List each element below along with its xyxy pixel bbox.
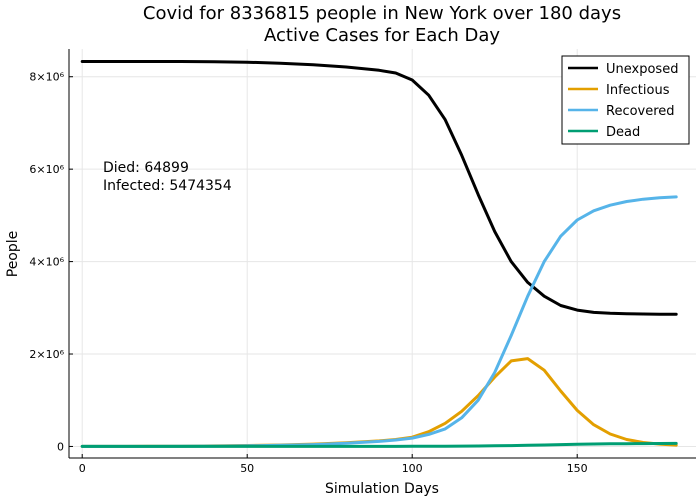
y-axis-label: People bbox=[5, 231, 21, 278]
y-tick-label: 6×10⁶ bbox=[29, 163, 64, 176]
legend-label-recovered: Recovered bbox=[606, 104, 675, 119]
y-tick-label: 0 bbox=[57, 440, 64, 453]
chart-title-line-1: Covid for 8336815 people in New York ove… bbox=[143, 3, 621, 24]
x-tick-label: 0 bbox=[79, 462, 86, 475]
legend-box bbox=[561, 55, 690, 145]
y-tick-label: 2×10⁶ bbox=[29, 348, 64, 361]
legend: Unexposed Infectious Recovered Dead bbox=[561, 55, 690, 145]
annotation-died: Died: 64899 bbox=[103, 160, 189, 176]
x-tick-label: 150 bbox=[567, 462, 588, 475]
x-tick-label: 100 bbox=[402, 462, 423, 475]
chart-title-line-2: Active Cases for Each Day bbox=[264, 25, 500, 46]
y-tick-label: 8×10⁶ bbox=[29, 71, 64, 84]
x-tick-label: 50 bbox=[240, 462, 254, 475]
series-line-unexposed bbox=[80, 60, 678, 316]
annotation-infected: Infected: 5474354 bbox=[103, 178, 232, 194]
y-tick-label: 4×10⁶ bbox=[29, 256, 64, 269]
axes bbox=[68, 49, 696, 459]
series-line-dead bbox=[80, 441, 678, 448]
legend-label-unexposed: Unexposed bbox=[606, 62, 678, 77]
x-axis-label: Simulation Days bbox=[325, 481, 439, 497]
series-lines bbox=[80, 60, 678, 448]
tick-labels: 0 50 100 150 0 2×10⁶ 4×10⁶ 6×10⁶ 8×10⁶ bbox=[29, 71, 587, 475]
legend-label-dead: Dead bbox=[606, 125, 640, 140]
legend-label-infectious: Infectious bbox=[606, 83, 670, 98]
